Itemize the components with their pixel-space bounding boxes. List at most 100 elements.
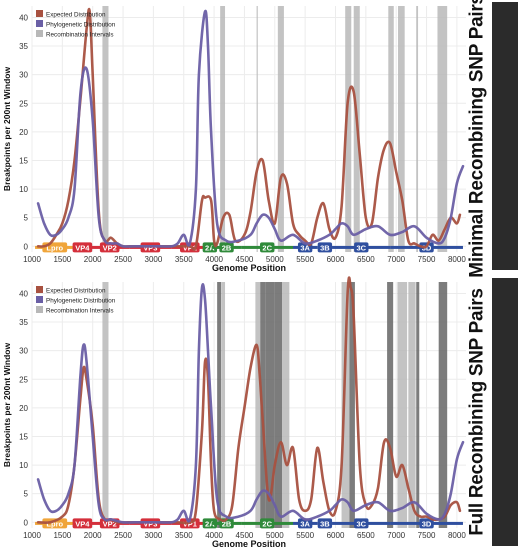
- legend-swatch-0: [36, 286, 43, 293]
- genome-label-lpro: Lpro: [46, 243, 63, 252]
- y-tick-label-4: 20: [19, 404, 28, 413]
- genome-label-box-2a: [202, 518, 218, 529]
- x-tick-label-2: 2000: [84, 531, 102, 540]
- x-tick-label-12: 7000: [387, 531, 405, 540]
- recombination-interval-14: [438, 282, 448, 528]
- genome-label-box-vp4: [72, 242, 93, 253]
- genome-label-box-lpro: [42, 518, 68, 529]
- genome-label-2a: 2A: [205, 519, 215, 528]
- genome-label-vp4: VP4: [75, 519, 90, 528]
- x-tick-label-3: 2500: [114, 531, 132, 540]
- recombination-interval-0: [102, 6, 109, 252]
- x-tick-label-6: 4000: [205, 255, 223, 264]
- genome-label-box-vp2: [99, 242, 120, 253]
- recombination-interval-2: [221, 282, 226, 528]
- recombination-interval-3: [255, 282, 261, 528]
- genome-label-box-2c: [260, 518, 275, 529]
- genome-label-box-2a: [202, 242, 218, 253]
- recombination-interval-8: [341, 282, 350, 528]
- x-tick-label-7: 4500: [236, 531, 254, 540]
- recombination-interval-12: [408, 282, 416, 528]
- x-tick-label-0: 1000: [23, 531, 41, 540]
- x-tick-label-8: 5000: [266, 255, 284, 264]
- genome-label-vp1: VP1: [183, 243, 197, 252]
- recombination-interval-7: [282, 282, 290, 528]
- recombination-interval-8: [416, 6, 419, 252]
- genome-label-3d: 3D: [422, 243, 432, 252]
- genome-label-2c: 2C: [262, 243, 272, 252]
- recombination-interval-11: [397, 282, 408, 528]
- y-tick-label-4: 20: [19, 128, 28, 137]
- genome-label-box-3a: [297, 518, 313, 529]
- legend-entry-0: Expected Distribution: [46, 288, 106, 295]
- genome-label-box-3c: [354, 518, 369, 529]
- y-tick-label-6: 30: [19, 347, 28, 356]
- x-tick-label-0: 1000: [23, 255, 41, 264]
- recombination-interval-9: [437, 6, 448, 252]
- y-tick-label-5: 25: [19, 99, 28, 108]
- panel-strip-bottom: [492, 278, 518, 546]
- x-tick-label-9: 5500: [296, 531, 314, 540]
- legend-swatch-2: [36, 306, 43, 313]
- recombination-interval-6: [388, 6, 394, 252]
- genome-label-box-3b: [317, 242, 333, 253]
- x-tick-label-1: 1500: [53, 255, 71, 264]
- x-tick-label-1: 1500: [53, 531, 71, 540]
- panel-label-top-text: Minimal Recombining SNP Pairs: [467, 0, 489, 278]
- y-tick-label-3: 15: [19, 156, 28, 165]
- panel-label-bottom: Full Recombining SNP Pairs: [464, 278, 492, 546]
- y-axis-title: Breakpoints per 200nt Window: [2, 67, 12, 192]
- recombination-interval-13: [416, 282, 420, 528]
- recombination-interval-1: [220, 6, 226, 252]
- y-tick-label-0: 0: [24, 518, 29, 527]
- y-tick-label-3: 15: [19, 432, 28, 441]
- y-tick-label-2: 10: [19, 461, 28, 470]
- y-tick-label-6: 30: [19, 71, 28, 80]
- recombination-interval-3: [277, 6, 284, 252]
- genome-label-2a: 2A: [205, 243, 215, 252]
- recombination-interval-5: [265, 282, 275, 528]
- genome-label-2b: 2B: [222, 519, 232, 528]
- y-tick-label-7: 35: [19, 42, 28, 51]
- x-tick-label-4: 3000: [145, 255, 163, 264]
- x-tick-label-10: 6000: [327, 531, 345, 540]
- series-line-phylogenetic: [36, 9, 465, 248]
- chart-panel-0: Lpro VP4 VP2 VP3 VP1 2A 2B 2C 3A 3B 3C 3D 0 5 10 15 20 25…: [2, 6, 466, 273]
- y-axis-title: Breakpoints per 200nt Window: [2, 343, 12, 468]
- legend-entry-0: Expected Distribution: [46, 12, 106, 19]
- genome-label-3d: 3D: [422, 519, 432, 528]
- panel-label-top: Minimal Recombining SNP Pairs: [464, 0, 492, 278]
- y-tick-label-0: 0: [24, 242, 29, 251]
- x-tick-label-14: 8000: [448, 255, 466, 264]
- recombination-interval-1: [217, 282, 222, 528]
- legend-entry-1: Phylogenetic Distribution: [46, 22, 116, 29]
- panel-label-bottom-text: Full Recombining SNP Pairs: [467, 288, 489, 536]
- recombination-interval-0: [102, 282, 109, 528]
- recombination-interval-4: [345, 6, 352, 252]
- legend-entry-1: Phylogenetic Distribution: [46, 298, 116, 305]
- y-tick-label-5: 25: [19, 375, 28, 384]
- genome-label-vp3: VP3: [143, 519, 157, 528]
- genome-label-box-2c: [260, 242, 275, 253]
- x-axis-title: Genome Position: [212, 263, 286, 273]
- y-tick-label-8: 40: [19, 289, 28, 298]
- genome-label-box-vp4: [72, 518, 93, 529]
- x-tick-label-8: 5000: [266, 531, 284, 540]
- genome-label-vp4: VP4: [75, 243, 90, 252]
- recombination-interval-2: [256, 6, 258, 252]
- x-tick-label-6: 4000: [205, 531, 223, 540]
- genome-label-vp2: VP2: [103, 243, 117, 252]
- genome-label-box-2b: [219, 242, 234, 253]
- series-line-phylogenetic: [36, 283, 465, 524]
- x-tick-label-11: 6500: [357, 531, 375, 540]
- genome-label-3b: 3B: [320, 243, 330, 252]
- y-tick-label-8: 40: [19, 13, 28, 22]
- y-tick-label-7: 35: [19, 318, 28, 327]
- legend-swatch-0: [36, 10, 43, 17]
- x-tick-label-10: 6000: [327, 255, 345, 264]
- x-tick-label-2: 2000: [84, 255, 102, 264]
- genome-label-3c: 3C: [356, 519, 366, 528]
- x-tick-label-12: 7000: [387, 255, 405, 264]
- x-tick-label-11: 6500: [357, 255, 375, 264]
